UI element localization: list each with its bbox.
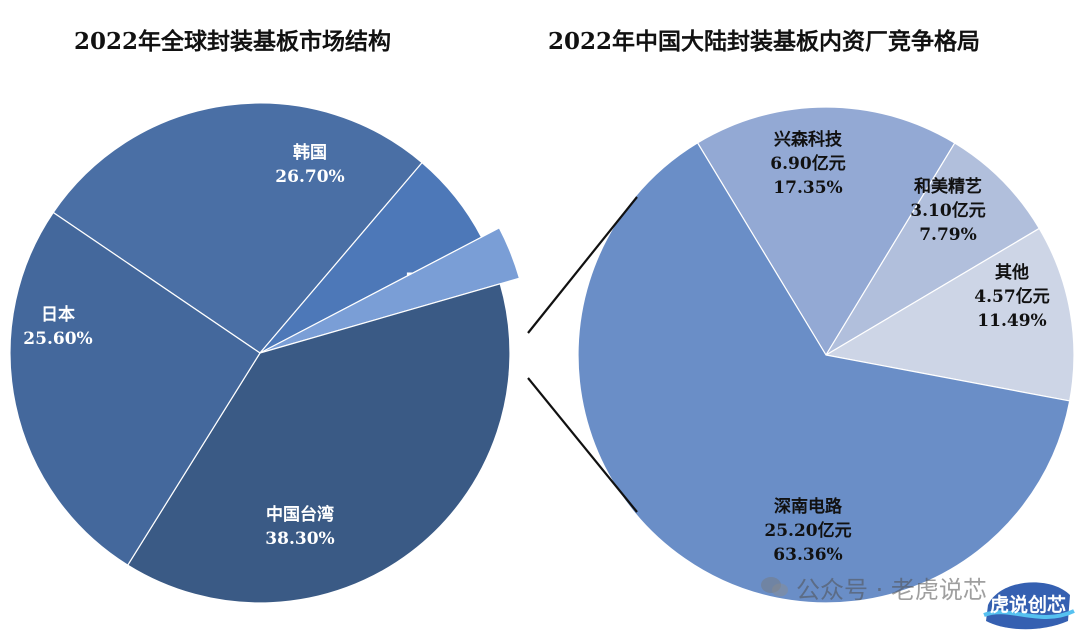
label-other: 其他 4.57亿元 11.49% bbox=[974, 262, 1049, 331]
slice-china-mainland bbox=[259, 227, 521, 354]
logo-text: 虎说创芯 bbox=[990, 593, 1066, 616]
logo-badge: 虎说创芯 bbox=[983, 582, 1075, 630]
label-korea: 韩国 26.70% bbox=[275, 142, 344, 187]
wechat-icon bbox=[761, 577, 788, 597]
label-xingsen: 兴森科技 6.90亿元 17.35% bbox=[770, 129, 845, 198]
right-chart-title: 2022年中国大陆封装基板内资厂竞争格局 bbox=[548, 28, 981, 55]
left-chart-title: 2022年全球封装基板市场结构 bbox=[74, 28, 392, 55]
connector-line-top bbox=[527, 196, 638, 334]
slice-xingsen bbox=[696, 106, 956, 357]
slice-korea bbox=[52, 102, 423, 354]
label-japan: 日本 25.60% bbox=[23, 304, 92, 349]
connector-line-bottom bbox=[527, 377, 638, 513]
slice-hemei bbox=[825, 142, 1041, 356]
slice-japan bbox=[9, 211, 261, 566]
slice-taiwan bbox=[126, 283, 511, 604]
slice-other bbox=[824, 227, 1075, 402]
label-taiwan: 中国台湾 38.30% bbox=[265, 504, 334, 549]
label-hemei: 和美精艺 3.10亿元 7.79% bbox=[910, 176, 985, 245]
watermark-text: 公众号 · 老虎说芯 bbox=[796, 576, 987, 604]
slice-shennan bbox=[577, 142, 1071, 604]
label-shennan: 深南电路 25.20亿元 63.36% bbox=[764, 496, 851, 565]
